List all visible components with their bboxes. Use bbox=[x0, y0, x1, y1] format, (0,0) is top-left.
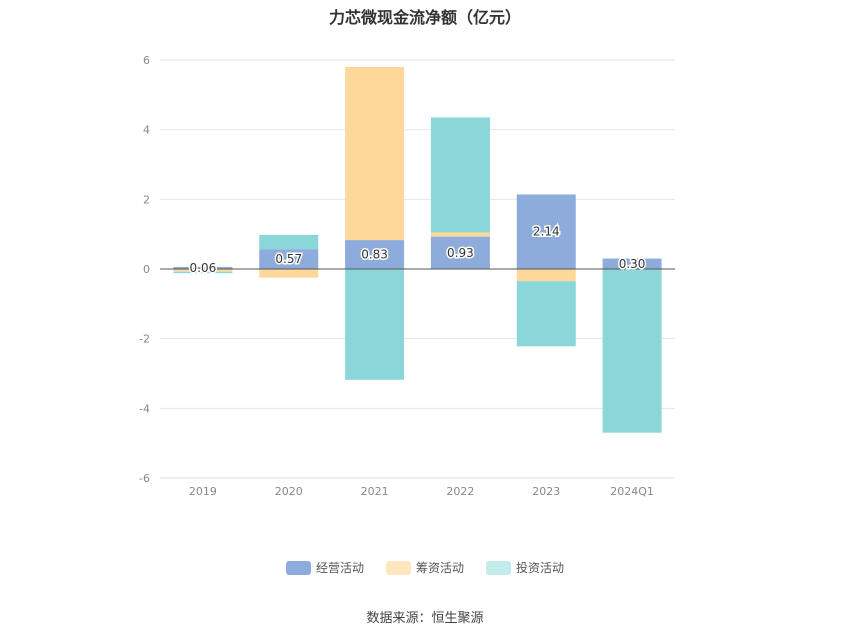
bar-financing-2023 bbox=[516, 269, 576, 282]
chart-title: 力芯微现金流净额（亿元） bbox=[328, 8, 521, 27]
data-source: 数据来源：恒生聚源 bbox=[366, 611, 484, 626]
chart-legend: 经营活动 筹资活动 投资活动 bbox=[0, 559, 850, 576]
data-label: 0.06 bbox=[190, 261, 217, 275]
bar-financing-2022 bbox=[430, 232, 490, 237]
y-tick-label: -2 bbox=[139, 333, 150, 346]
y-tick-label: 6 bbox=[143, 54, 150, 67]
y-tick-label: -6 bbox=[139, 472, 150, 485]
bar-operating-2019 bbox=[173, 266, 233, 269]
data-label: 0.93 bbox=[447, 246, 474, 260]
bar-financing-2020 bbox=[259, 269, 319, 278]
legend-item-financing[interactable]: 筹资活动 bbox=[385, 559, 464, 576]
legend-label-investing: 投资活动 bbox=[516, 561, 565, 575]
bar-operating-2023 bbox=[516, 194, 576, 269]
bar-investing-2019 bbox=[173, 271, 233, 274]
x-tick-label: 2022 bbox=[446, 485, 474, 498]
chart-canvas: 6 4 2 0 -2 -4 -6 2019 2020 2021 2022 2023 2024Q1 0.06… bbox=[139, 54, 675, 498]
data-label: 0.83 bbox=[361, 248, 388, 262]
legend-item-operating[interactable]: 经营活动 bbox=[285, 559, 364, 576]
x-tick-label: 2019 bbox=[189, 485, 217, 498]
bar-operating-2022 bbox=[430, 236, 490, 269]
data-label: 0.30 bbox=[619, 257, 646, 271]
bar-investing-2020 bbox=[259, 234, 319, 250]
bar-operating-2020 bbox=[259, 249, 319, 269]
data-label: 0.57 bbox=[275, 252, 302, 266]
legend-item-investing[interactable]: 投资活动 bbox=[486, 559, 564, 576]
y-tick-label: 4 bbox=[143, 124, 150, 137]
x-tick-label: 2024Q1 bbox=[610, 485, 654, 498]
bar-operating-2021 bbox=[345, 240, 405, 269]
legend-swatch-investing bbox=[486, 560, 511, 575]
x-tick-label: 2020 bbox=[275, 485, 303, 498]
bar-investing-2022 bbox=[430, 117, 490, 233]
y-tick-label: 0 bbox=[143, 263, 150, 276]
x-tick-label: 2021 bbox=[361, 485, 389, 498]
bar-operating-2024Q1 bbox=[602, 258, 662, 269]
data-label: 2.14 bbox=[533, 225, 560, 239]
x-tick-label: 2023 bbox=[532, 485, 560, 498]
legend-label-operating: 经营活动 bbox=[315, 561, 364, 575]
legend-swatch-operating bbox=[285, 560, 311, 575]
y-tick-label: -4 bbox=[139, 402, 150, 415]
bar-financing-2019 bbox=[173, 269, 233, 272]
bar-financing-2021 bbox=[345, 66, 405, 241]
legend-label-financing: 筹资活动 bbox=[415, 561, 464, 575]
legend-swatch-financing bbox=[385, 560, 411, 575]
bar-investing-2024Q1 bbox=[602, 269, 662, 433]
bar-investing-2021 bbox=[345, 269, 405, 380]
y-tick-label: 2 bbox=[143, 193, 150, 206]
bar-investing-2023 bbox=[516, 281, 576, 347]
